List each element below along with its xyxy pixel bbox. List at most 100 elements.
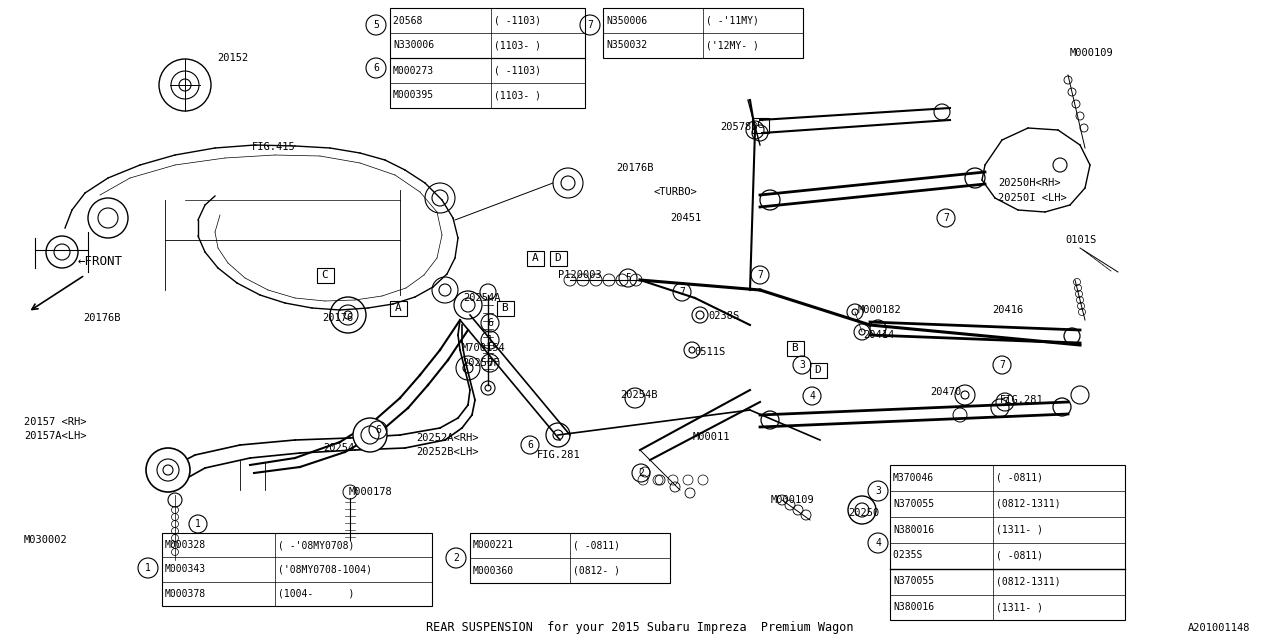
Text: (1311- ): (1311- )	[996, 525, 1043, 534]
Text: 20176: 20176	[323, 313, 353, 323]
Text: 20157 <RH>: 20157 <RH>	[24, 417, 87, 427]
Text: M00011: M00011	[692, 432, 731, 442]
Text: 20254B: 20254B	[620, 390, 658, 400]
Text: M000378: M000378	[165, 589, 206, 599]
Text: ( -0811): ( -0811)	[996, 473, 1043, 483]
Text: M000273: M000273	[393, 65, 434, 76]
Text: ('12MY- ): ('12MY- )	[707, 40, 759, 51]
Text: 20416: 20416	[992, 305, 1023, 315]
Text: 0238S: 0238S	[708, 311, 740, 321]
Text: 0235S: 0235S	[893, 550, 934, 561]
Text: M000109: M000109	[771, 495, 815, 505]
Text: 20250H<RH>: 20250H<RH>	[998, 178, 1061, 188]
Text: 20254: 20254	[323, 443, 355, 453]
Text: 20252B<LH>: 20252B<LH>	[416, 447, 479, 457]
Text: 7: 7	[1002, 397, 1007, 407]
Text: 2: 2	[637, 468, 644, 478]
Text: ( -1103): ( -1103)	[494, 15, 541, 26]
Text: 7: 7	[680, 287, 685, 297]
Text: (0812- ): (0812- )	[573, 566, 620, 575]
Text: 1: 1	[145, 563, 151, 573]
Text: 7: 7	[756, 270, 763, 280]
Text: 20568: 20568	[393, 15, 445, 26]
Text: N380016: N380016	[893, 525, 934, 534]
Text: M000343: M000343	[165, 564, 206, 575]
Text: M030002: M030002	[24, 535, 68, 545]
Text: P120003: P120003	[558, 270, 602, 280]
Text: 6: 6	[527, 440, 532, 450]
Bar	[390, 58, 585, 108]
Text: (1311- ): (1311- )	[996, 602, 1043, 612]
Text: N370055: N370055	[893, 499, 934, 509]
Text: C: C	[321, 270, 329, 280]
Text: 4: 4	[876, 538, 881, 548]
Text: 20152: 20152	[218, 53, 248, 63]
Text: 20250F: 20250F	[462, 358, 499, 368]
Text: M700154: M700154	[462, 343, 506, 353]
Text: 0101S: 0101S	[1065, 235, 1096, 245]
Bar	[890, 465, 1125, 620]
Text: M000328: M000328	[165, 540, 206, 550]
Text: 20250I <LH>: 20250I <LH>	[998, 193, 1066, 203]
Text: 1: 1	[488, 335, 493, 345]
Text: 6: 6	[488, 318, 493, 328]
Circle shape	[146, 448, 189, 492]
Text: FIG.281: FIG.281	[538, 450, 581, 460]
Text: M000182: M000182	[858, 305, 901, 315]
Bar	[389, 301, 407, 316]
Circle shape	[353, 418, 387, 452]
Text: 7: 7	[588, 20, 593, 30]
Text: 7: 7	[488, 358, 493, 368]
Text: N350032: N350032	[605, 40, 648, 51]
Text: D: D	[814, 365, 822, 375]
Text: 20176B: 20176B	[83, 313, 120, 323]
Text: C: C	[756, 120, 763, 130]
Text: 0511S: 0511S	[694, 347, 726, 357]
Text: FIG.281: FIG.281	[1000, 395, 1043, 405]
Text: N380016: N380016	[893, 602, 934, 612]
Text: N330006: N330006	[393, 40, 434, 51]
Bar	[390, 8, 585, 58]
Bar	[549, 250, 567, 266]
Text: ←FRONT: ←FRONT	[78, 255, 123, 268]
Text: D: D	[554, 253, 562, 263]
Text: M000221: M000221	[474, 541, 515, 550]
Text: 20250: 20250	[849, 508, 879, 518]
Text: ( -'08MY0708): ( -'08MY0708)	[279, 540, 355, 550]
Text: B: B	[502, 303, 508, 313]
Text: B: B	[791, 343, 799, 353]
Text: M370046: M370046	[893, 473, 934, 483]
Text: 6: 6	[372, 63, 379, 73]
Text: REAR SUSPENSION  for your 2015 Subaru Impreza  Premium Wagon: REAR SUSPENSION for your 2015 Subaru Imp…	[426, 621, 854, 634]
Text: (1103- ): (1103- )	[494, 40, 541, 51]
Text: 20252A<RH>: 20252A<RH>	[416, 433, 479, 443]
Text: 20451: 20451	[669, 213, 701, 223]
Text: 4: 4	[809, 391, 815, 401]
Text: <TURBO>: <TURBO>	[653, 187, 696, 197]
Text: 20157A<LH>: 20157A<LH>	[24, 431, 87, 441]
Text: A: A	[394, 303, 402, 313]
Text: M000395: M000395	[393, 90, 434, 100]
Text: A: A	[531, 253, 539, 263]
Text: N350006: N350006	[605, 15, 648, 26]
Text: (0812-1311): (0812-1311)	[996, 499, 1061, 509]
Text: 6: 6	[375, 425, 381, 435]
Bar	[470, 533, 669, 583]
Text: 7: 7	[943, 213, 948, 223]
Text: M000360: M000360	[474, 566, 515, 575]
Text: 1: 1	[195, 519, 201, 529]
Text: ( -0811): ( -0811)	[573, 541, 620, 550]
Text: ( -'11MY): ( -'11MY)	[707, 15, 759, 26]
Text: (1103- ): (1103- )	[494, 90, 541, 100]
Text: ( -1103): ( -1103)	[494, 65, 541, 76]
Text: ( -0811): ( -0811)	[996, 550, 1043, 561]
Text: FIG.415: FIG.415	[252, 142, 296, 152]
Bar	[809, 362, 827, 378]
Text: N370055: N370055	[893, 576, 934, 586]
Bar	[786, 340, 804, 355]
Bar	[603, 8, 803, 58]
Text: 2: 2	[453, 553, 460, 563]
Text: (0812-1311): (0812-1311)	[996, 576, 1061, 586]
Circle shape	[849, 496, 876, 524]
Text: 20176B: 20176B	[616, 163, 654, 173]
